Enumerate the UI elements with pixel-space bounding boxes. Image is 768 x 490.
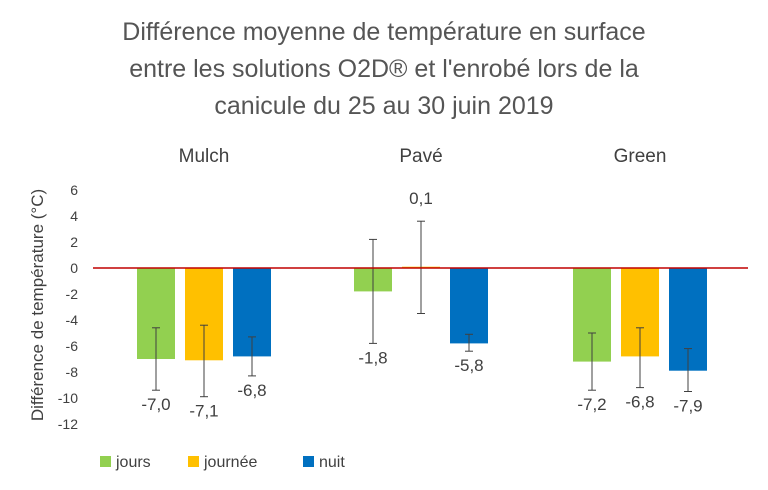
error-bar-mulch-journee (200, 324, 208, 398)
y-tick-label: 6 (70, 182, 78, 198)
data-label-green-nuit: -7,9 (673, 397, 702, 416)
y-tick-label: -10 (58, 390, 78, 406)
error-bar-green-journee (636, 327, 644, 389)
y-axis-title-group: Différence de température (°C) (28, 189, 47, 421)
category-labels: Mulch Pavé Green (179, 146, 667, 167)
error-bar-pave-nuit (465, 333, 473, 352)
category-label-mulch: Mulch (179, 146, 230, 167)
legend: jours journée nuit (100, 454, 345, 471)
data-label-mulch-nuit: -6,8 (237, 381, 266, 400)
bars (137, 266, 707, 371)
chart-title: Différence moyenne de température en sur… (0, 14, 768, 125)
y-tick-label: -6 (66, 338, 79, 354)
legend-swatch-nuit (303, 456, 314, 467)
error-bar-mulch-nuit (248, 336, 256, 377)
error-bars (152, 220, 692, 398)
title-line-3: canicule du 25 au 30 juin 2019 (214, 92, 554, 120)
y-tick-label: 4 (70, 208, 78, 224)
legend-item-jours: jours (100, 454, 151, 471)
legend-label-nuit: nuit (319, 454, 345, 471)
legend-item-journee: journée (188, 454, 257, 471)
y-tick-label: 0 (70, 260, 78, 276)
legend-swatch-jours (100, 456, 111, 467)
data-label-green-jours: -7,2 (577, 395, 606, 414)
y-axis-ticks: 6 4 2 0 -2 -4 -6 -8 -10 -12 (58, 182, 78, 432)
legend-label-jours: jours (115, 454, 151, 471)
title-line-2: entre les solutions O2D® et l'enrobé lor… (129, 55, 639, 83)
data-label-pave-journee: 0,1 (409, 189, 433, 208)
bar-pave-nuit (450, 268, 488, 344)
error-bar-green-nuit (684, 348, 692, 392)
y-tick-label: -8 (66, 364, 79, 380)
y-tick-label: -4 (66, 312, 79, 328)
legend-item-nuit: nuit (303, 454, 345, 471)
data-label-green-journee: -6,8 (625, 393, 654, 412)
data-label-pave-nuit: -5,8 (454, 356, 483, 375)
title-line-1: Différence moyenne de température en sur… (122, 18, 646, 46)
error-bar-green-jours (588, 332, 596, 391)
y-tick-label: -2 (66, 286, 79, 302)
error-bar-mulch-jours (152, 327, 160, 391)
y-tick-label: -12 (58, 416, 78, 432)
y-axis-title: Différence de température (°C) (28, 189, 47, 421)
data-label-pave-jours: -1,8 (358, 348, 387, 367)
legend-label-journee: journée (203, 454, 257, 471)
y-tick-label: 2 (70, 234, 78, 250)
category-label-green: Green (614, 146, 667, 167)
category-label-pave: Pavé (399, 146, 442, 167)
error-bar-pave-jours (369, 238, 377, 344)
legend-swatch-journee (188, 456, 199, 467)
data-labels: -7,0 -1,8 -7,2 -7,1 0,1 -6,8 -6,8 -5,8 -7,9 (141, 189, 702, 421)
data-label-mulch-jours: -7,0 (141, 395, 170, 414)
data-label-mulch-journee: -7,1 (189, 402, 218, 421)
